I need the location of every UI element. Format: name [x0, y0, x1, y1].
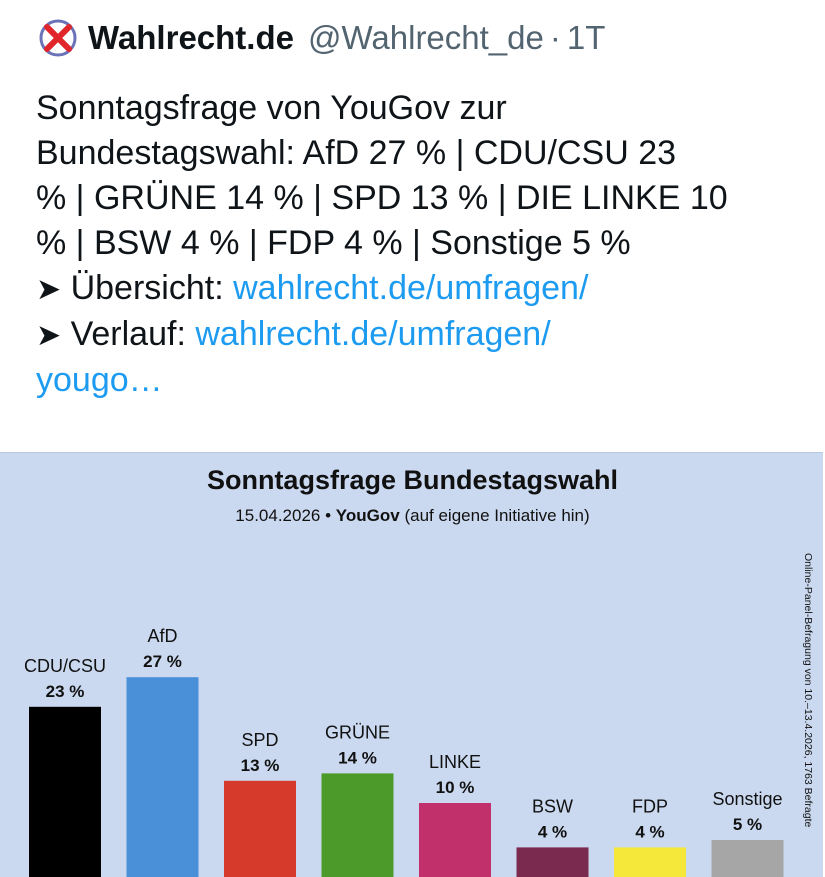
history-line: ➤ Verlauf: wahlrecht.de/umfragen/	[36, 312, 796, 358]
author-name[interactable]: Wahlrecht.de	[88, 19, 294, 56]
tweet[interactable]: Wahlrecht.de @Wahlrecht_de · 1T Sonntags…	[0, 0, 825, 452]
value-label: 4 %	[635, 822, 664, 841]
value-label: 4 %	[538, 822, 567, 841]
tweet-timestamp[interactable]: 1T	[566, 19, 606, 56]
chart-side-note: Online-Panel-Befragung von 10.–13.4.2026…	[802, 553, 814, 828]
chart-subtitle-date: 15.04.2026 •	[235, 506, 332, 525]
chart-image[interactable]: Sonntagsfrage Bundestagswahl 15.04.2026 …	[0, 452, 823, 877]
chart-subtitle: 15.04.2026 • YouGov (auf eigene Initiati…	[0, 506, 825, 526]
value-label: 13 %	[241, 756, 280, 775]
chart-subtitle-source: YouGov	[335, 506, 400, 525]
category-label: CDU/CSU	[24, 656, 106, 676]
tweet-text-line: Sonntagsfrage von YouGov zur	[36, 89, 507, 127]
category-label: BSW	[532, 796, 573, 816]
tweet-text-line: Bundestagswahl: AfD 27 % | CDU/CSU 23	[36, 134, 677, 172]
chart-subtitle-note: (auf eigene Initiative hin)	[404, 506, 590, 525]
category-label: SPD	[241, 730, 278, 750]
value-label: 27 %	[143, 652, 182, 671]
tweet-header: Wahlrecht.de @Wahlrecht_de · 1T	[38, 18, 605, 58]
chart-title: Sonntagsfrage Bundestagswahl	[206, 465, 619, 495]
category-label: Sonstige	[712, 789, 782, 809]
author-handle[interactable]: @Wahlrecht_de	[307, 19, 544, 56]
bar-bsw	[516, 847, 589, 877]
bar-gr-ne	[321, 773, 394, 877]
value-label: 23 %	[46, 682, 85, 701]
value-label: 5 %	[733, 815, 762, 834]
bar-afd	[126, 677, 199, 877]
separator-dot: ·	[549, 19, 561, 56]
bar-chart: 23 % CDU/CSU 27 % AfD 13 % SPD 14 % GRÜNE 10 % LI…	[24, 626, 784, 877]
bar-cdu-csu	[29, 706, 101, 877]
value-label: 10 %	[436, 778, 475, 797]
wahlrecht-logo-icon[interactable]	[38, 18, 78, 58]
bar-linke	[419, 803, 491, 877]
category-label: LINKE	[429, 752, 481, 772]
category-label: AfD	[147, 626, 177, 646]
history-link-continued[interactable]: yougo…	[36, 361, 163, 399]
arrow-icon: ➤	[36, 319, 62, 352]
category-label: FDP	[632, 796, 668, 816]
bar-sonstige	[711, 840, 784, 877]
arrow-icon: ➤	[36, 273, 62, 306]
history-link[interactable]: wahlrecht.de/umfragen/	[195, 315, 551, 353]
overview-label: Übersicht:	[70, 269, 224, 307]
category-label: GRÜNE	[325, 722, 390, 742]
bar-fdp	[614, 847, 686, 877]
overview-link[interactable]: wahlrecht.de/umfragen/	[233, 269, 589, 307]
tweet-text: Sonntagsfrage von YouGov zur Bundestagsw…	[36, 86, 796, 403]
overview-line: ➤ Übersicht: wahlrecht.de/umfragen/	[36, 266, 796, 312]
tweet-text-line: % | GRÜNE 14 % | SPD 13 % | DIE LINKE 10	[36, 179, 728, 217]
history-label: Verlauf:	[70, 315, 186, 353]
tweet-text-line: % | BSW 4 % | FDP 4 % | Sonstige 5 %	[36, 224, 631, 262]
bar-spd	[224, 780, 296, 877]
value-label: 14 %	[338, 748, 377, 767]
